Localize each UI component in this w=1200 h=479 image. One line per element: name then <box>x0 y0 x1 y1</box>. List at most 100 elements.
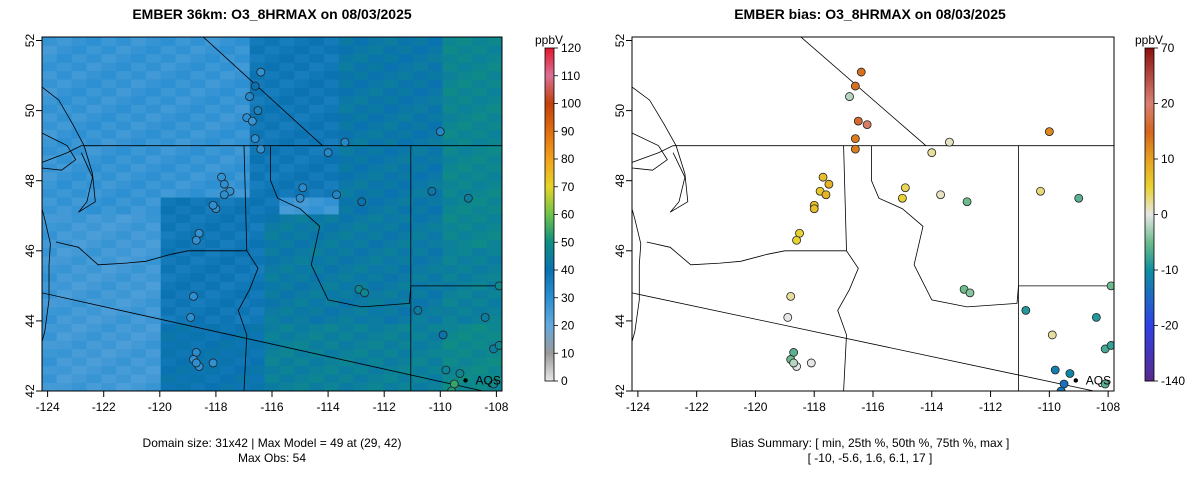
grid-cell <box>205 171 221 181</box>
grid-cell <box>323 332 340 341</box>
grid-cell <box>427 146 444 156</box>
grid-cell <box>131 365 147 375</box>
grid-cell <box>264 374 280 383</box>
grid-cell <box>338 230 355 240</box>
grid-cell <box>71 214 87 223</box>
grid-cell <box>71 205 87 215</box>
grid-cell <box>472 129 488 139</box>
grid-cell <box>205 155 221 164</box>
grid-cell <box>427 365 444 375</box>
grid-cell <box>279 121 295 131</box>
grid-cell <box>145 62 162 72</box>
grid-cell <box>472 112 488 122</box>
grid-cell <box>160 374 176 383</box>
grid-cell <box>323 214 340 223</box>
grid-cell <box>220 53 236 63</box>
grid-cell <box>353 155 369 164</box>
grid-cell <box>131 188 147 198</box>
grid-cell <box>264 315 280 324</box>
grid-cell <box>205 239 221 249</box>
grid-cell <box>353 332 369 341</box>
grid-cell <box>86 348 102 358</box>
grid-cell <box>309 87 325 97</box>
colorbar-tick-label: 50 <box>561 235 575 249</box>
monitor-site-marker <box>413 305 423 315</box>
grid-cell <box>56 104 73 114</box>
grid-cell <box>190 214 206 223</box>
grid-cell <box>42 214 58 223</box>
grid-cell <box>398 374 414 383</box>
grid-cell <box>160 96 176 105</box>
grid-cell <box>398 256 414 265</box>
grid-cell <box>442 70 458 80</box>
grid-cell <box>412 323 429 333</box>
grid-cell <box>116 357 132 367</box>
map-border-line <box>42 145 502 163</box>
grid-cell <box>457 87 473 97</box>
grid-cell <box>323 348 340 358</box>
grid-cell <box>279 87 295 97</box>
grid-cell <box>309 298 325 308</box>
grid-cell <box>457 256 473 265</box>
grid-cell <box>86 306 102 316</box>
grid-cell <box>145 180 162 190</box>
grid-cell <box>56 37 73 46</box>
grid-cell <box>190 79 206 88</box>
grid-cell <box>294 264 310 274</box>
grid-cell <box>309 357 325 367</box>
grid-cell <box>472 62 488 72</box>
monitor-site-marker <box>208 200 218 210</box>
grid-cell <box>323 340 340 350</box>
grid-cell <box>279 332 295 341</box>
grid-cell <box>56 306 73 316</box>
grid-cell <box>101 273 117 282</box>
grid-cell <box>101 298 117 308</box>
grid-cell <box>383 138 399 147</box>
grid-cell <box>175 112 191 122</box>
grid-cell <box>160 273 176 282</box>
model-grid-cells <box>42 37 503 392</box>
grid-cell <box>205 138 221 147</box>
grid-cell <box>442 340 458 350</box>
grid-cell <box>220 129 236 139</box>
grid-cell <box>249 138 265 147</box>
grid-cell <box>457 247 473 257</box>
grid-cell <box>294 222 310 232</box>
grid-cell <box>234 281 251 291</box>
grid-cell <box>234 96 251 105</box>
grid-cell <box>368 155 384 164</box>
grid-cell <box>442 197 458 206</box>
grid-cell <box>323 45 340 55</box>
grid-cell <box>234 348 251 358</box>
grid-cell <box>323 315 340 324</box>
grid-cell <box>145 171 162 181</box>
grid-cell <box>86 374 102 383</box>
grid-cell <box>279 382 295 392</box>
grid-cell <box>131 273 147 282</box>
grid-cell <box>71 104 87 114</box>
grid-cell <box>116 323 132 333</box>
grid-cell <box>145 247 162 257</box>
monitor-site-marker <box>853 116 863 126</box>
grid-cell <box>234 45 251 55</box>
grid-cell <box>442 96 458 105</box>
grid-cell <box>457 79 473 88</box>
grid-cell <box>323 62 340 72</box>
grid-cell <box>190 382 206 392</box>
monitor-site-marker <box>253 106 263 116</box>
y-tick-label: 44 <box>23 314 37 328</box>
grid-cell <box>294 230 310 240</box>
grid-cell <box>338 112 355 122</box>
grid-cell <box>457 214 473 223</box>
grid-cell <box>264 197 280 206</box>
grid-cell <box>234 121 251 131</box>
grid-cell <box>427 315 444 324</box>
grid-cell <box>309 289 325 299</box>
grid-cell <box>190 256 206 265</box>
grid-cell <box>145 382 162 392</box>
grid-cell <box>101 163 117 173</box>
monitor-site-marker <box>1074 193 1084 203</box>
grid-cell <box>457 348 473 358</box>
grid-cell <box>472 96 488 105</box>
grid-cell <box>309 70 325 80</box>
